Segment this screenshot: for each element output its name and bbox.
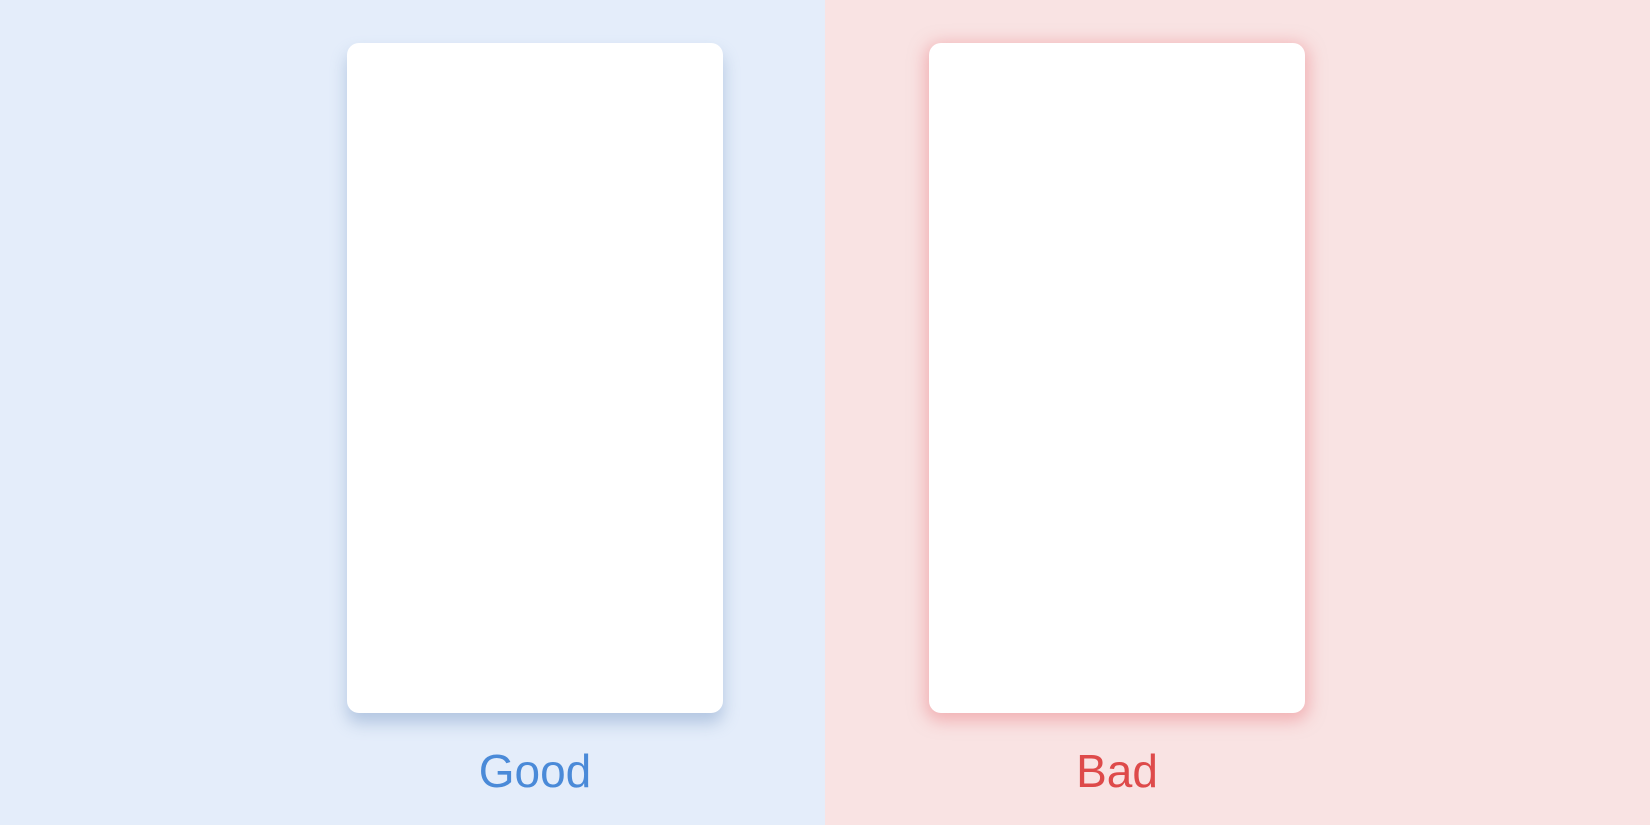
good-panel: Good: [0, 0, 825, 825]
bad-card: [929, 43, 1305, 713]
bad-label: Bad: [1076, 745, 1158, 797]
bad-panel: Bad: [825, 0, 1650, 825]
good-label: Good: [478, 745, 592, 797]
good-card: [347, 43, 723, 713]
